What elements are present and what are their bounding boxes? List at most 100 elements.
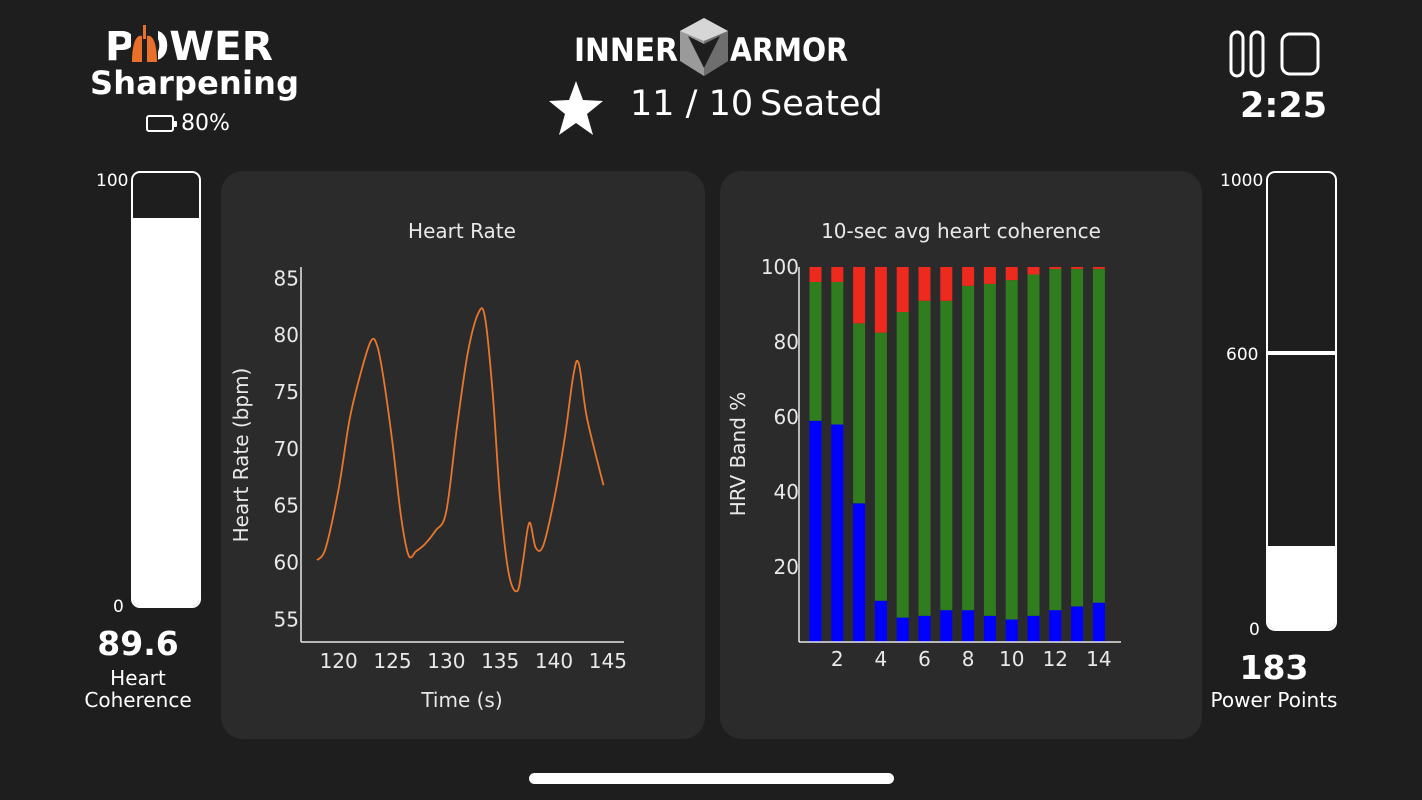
hrv-bar-low [1092,602,1105,642]
hrv-bar-high [1071,267,1084,269]
hrv-bar-mid [983,283,996,616]
hrv-bar-low [940,610,953,642]
points-gauge-max: 1000 [1220,171,1264,191]
hrv-bar-high [940,267,953,301]
hrv-bar-high [1005,267,1018,281]
hrv-bar-high [1049,267,1062,269]
hr-y-tick-label: 85 [274,266,299,290]
hrv-bar-low [874,600,887,643]
hrv-bar-high [853,267,866,324]
hrv-ylabel: HRV Band % [726,392,750,517]
hrv-x-tick-label: 4 [875,647,888,671]
coherence-gauge-max: 100 [96,171,129,191]
inner-armor-logo: INNER ARMOR [574,18,848,76]
hrv-x-tick-label: 2 [831,647,844,671]
hrv-bar-high [874,267,887,333]
points-gauge-threshold [1268,351,1335,356]
star-icon [549,81,603,135]
hrv-bar-low [983,615,996,643]
hr-y-tick-label: 65 [274,494,299,518]
coherence-value: 89.6 [97,624,179,663]
points-gauge-mid: 600 [1226,345,1259,365]
stop-icon [1280,32,1320,76]
coherence-gauge [131,171,201,608]
hr-xlabel: Time (s) [420,688,502,712]
hrv-y-tick-label: 100 [761,255,799,279]
hrv-bar-mid [1071,268,1084,607]
power-logo-text: POWER [105,24,273,66]
hrv-bar-mid [1005,280,1018,620]
hrv-x-tick-label: 14 [1086,647,1111,671]
session-count: 11 / 10 [630,84,754,124]
hrv-bar-low [896,617,909,642]
hr-x-tick-label: 120 [320,649,358,673]
hrv-bar-high [809,267,822,282]
hrv-bar-mid [831,282,844,425]
heart-rate-chart: Heart Rate Time (s) Heart Rate (bpm) 120… [229,219,627,712]
hr-y-tick-label: 55 [274,607,299,631]
hrv-x-tick-label: 10 [999,647,1024,671]
coherence-gauge-min: 0 [113,597,124,617]
lungs-icon [131,25,158,64]
hrv-bar-mid [1092,268,1105,603]
stop-button[interactable] [1280,30,1320,78]
points-gauge [1266,171,1337,631]
hrv-bar-high [1092,267,1105,269]
hrv-bar-high [896,267,909,312]
hr-x-tick-label: 135 [481,649,519,673]
pause-button[interactable] [1229,30,1267,78]
hr-x-tick-label: 145 [589,649,627,673]
mode-title: Sharpening [90,64,300,102]
hr-y-tick-label: 70 [274,437,299,461]
hrv-bar-mid [940,300,953,611]
pause-icon [1229,30,1265,78]
hrv-bar-mid [853,323,866,504]
battery-status: 80% [146,110,230,136]
battery-icon [146,114,177,132]
hrv-y-tick-label: 60 [774,405,799,429]
hr-ylabel: Heart Rate (bpm) [229,368,253,543]
hr-x-tick-label: 130 [427,649,465,673]
hrv-bar-mid [809,282,822,421]
hrv-bar-mid [896,312,909,618]
hrv-bar-high [918,267,931,301]
hrv-bar-mid [918,300,931,616]
hr-x-tick-label: 140 [535,649,573,673]
hr-y-tick-label: 60 [274,550,299,574]
position-label: Seated [760,84,883,124]
brand-right-text: ARMOR [730,31,848,69]
hrv-bar-high [983,267,996,284]
hrv-bar-high [831,267,844,282]
power-points-label: Power Points [1210,688,1338,712]
heart-rate-line [316,307,605,593]
hr-chart-title: Heart Rate [408,219,516,243]
coherence-label: Heart Coherence [84,666,192,712]
hrv-bar-mid [962,285,975,611]
hrv-bar-low [962,610,975,642]
hrv-x-tick-label: 6 [918,647,931,671]
hrv-bar-high [1027,267,1040,275]
hrv-bar-low [853,503,866,643]
hrv-x-tick-label: 12 [1043,647,1068,671]
battery-percent: 80% [181,110,230,136]
power-logo: POWER [105,24,273,66]
hrv-bar-low [1027,615,1040,643]
hrv-bar-high [962,267,975,286]
hrv-y-tick-label: 20 [774,555,799,579]
hrv-bar-mid [1049,268,1062,611]
hr-x-tick-label: 125 [373,649,411,673]
hrv-y-tick-label: 40 [774,480,799,504]
home-indicator[interactable] [529,773,894,784]
hrv-bar-low [809,420,822,643]
brand-left-text: INNER [574,31,678,69]
hrv-bar-mid [874,332,887,601]
hrv-bar-low [831,424,844,642]
hrv-bar-mid [1027,274,1040,616]
points-gauge-min: 0 [1249,620,1260,640]
hrv-y-tick-label: 80 [774,330,799,354]
hrv-bar-low [1049,610,1062,642]
coherence-bands-card: 10-sec avg heart coherence HRV Band % 2 4… [720,171,1202,739]
coherence-bands-chart: 10-sec avg heart coherence HRV Band % 2 4… [726,219,1121,671]
hr-y-tick-label: 80 [274,323,299,347]
hr-y-tick-label: 75 [274,380,299,404]
